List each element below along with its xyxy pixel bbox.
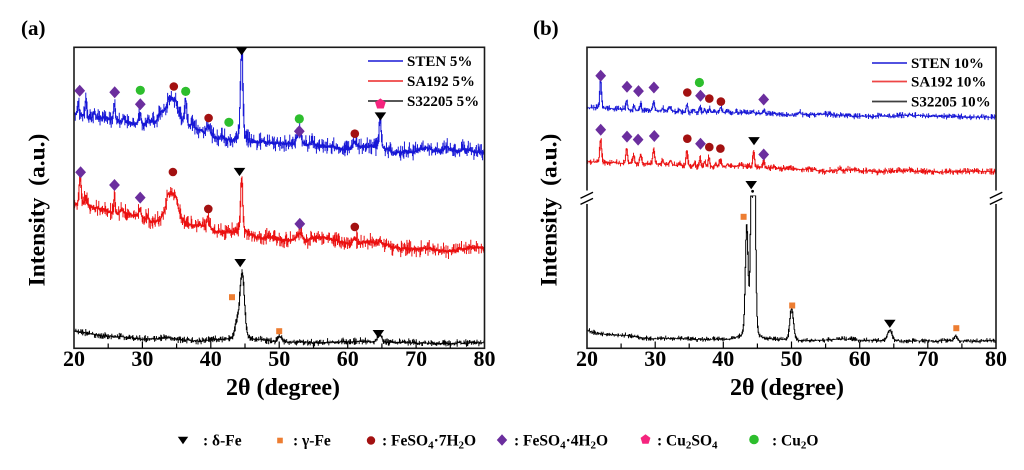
svg-text:Intensity (a.u.): Intensity (a.u.) [25,134,51,287]
svg-text:S32205 5%: S32205 5% [407,94,479,110]
svg-text:50: 50 [781,346,803,371]
svg-text:60: 60 [337,346,359,371]
svg-text:SA192 10%: SA192 10% [911,75,986,91]
svg-text:70: 70 [917,346,939,371]
svg-text:2θ (degree): 2θ (degree) [226,375,340,401]
svg-text:20: 20 [576,346,598,371]
svg-text:80: 80 [474,346,496,371]
svg-text:(a): (a) [21,16,46,40]
svg-text:: FeSO4·7H2O: : FeSO4·7H2O [382,433,476,452]
svg-text:80: 80 [985,346,1007,371]
svg-text:2θ (degree): 2θ (degree) [730,375,844,401]
svg-text:: γ-Fe: : γ-Fe [293,433,331,450]
svg-text:70: 70 [405,346,427,371]
svg-text:30: 30 [131,346,153,371]
svg-text:40: 40 [200,346,222,371]
svg-text:: FeSO4·4H2O: : FeSO4·4H2O [514,433,608,452]
svg-text:S32205 10%: S32205 10% [911,95,991,111]
svg-text:STEN 10%: STEN 10% [911,56,984,72]
svg-text:: Cu2SO4: : Cu2SO4 [657,433,718,452]
svg-text:50: 50 [268,346,290,371]
svg-text:40: 40 [712,346,734,371]
svg-text:SA192 5%: SA192 5% [407,74,475,90]
svg-text:: δ-Fe: : δ-Fe [203,433,242,450]
svg-text:20: 20 [63,346,85,371]
svg-text:STEN 5%: STEN 5% [407,54,472,70]
svg-text:: Cu2O: : Cu2O [772,433,818,452]
svg-text:60: 60 [849,346,871,371]
svg-text:30: 30 [644,346,666,371]
svg-text:Intensity (a.u.): Intensity (a.u.) [537,134,563,287]
svg-text:(b): (b) [533,16,559,40]
